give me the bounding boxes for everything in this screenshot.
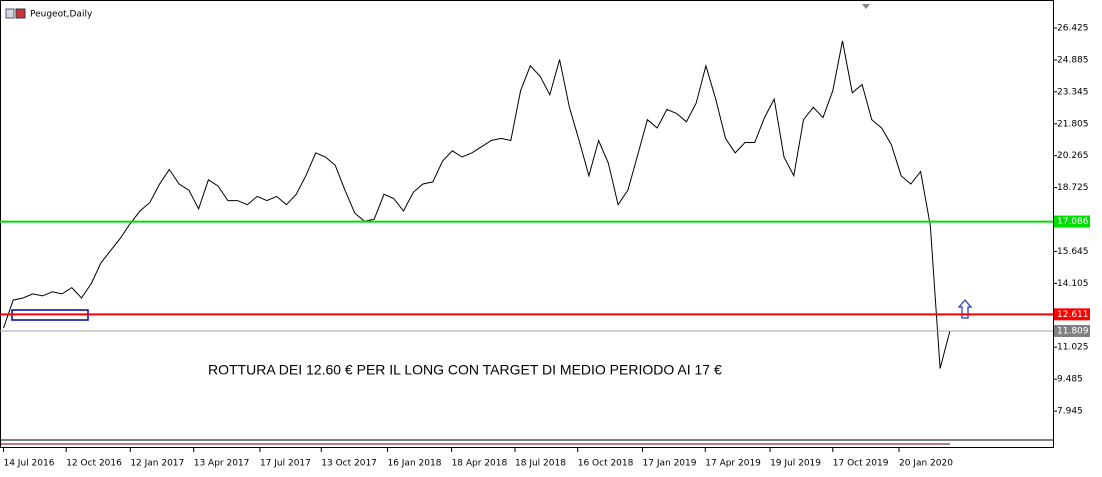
y-tick-label: 11.025 (1057, 343, 1089, 353)
x-tick-label: 13 Oct 2017 (321, 459, 377, 469)
x-tick-label: 18 Jul 2018 (515, 459, 566, 469)
y-tick-label: 9.485 (1057, 375, 1083, 385)
x-tick-label: 12 Oct 2016 (66, 459, 122, 469)
x-tick-label: 20 Jan 2020 (899, 459, 953, 469)
price-line (3, 40, 951, 369)
x-tick-label: 18 Apr 2018 (452, 459, 508, 469)
level-label-box (1054, 215, 1090, 228)
level-label-box (1054, 308, 1090, 321)
chart-title: Peugeot,Daily (30, 10, 93, 20)
x-tick-label: 14 Jul 2016 (3, 459, 54, 469)
title-icon (5, 8, 15, 19)
x-tick-label: 19 Jul 2019 (770, 459, 821, 469)
y-tick-label: 18.725 (1057, 183, 1089, 193)
y-tick-label: 20.265 (1057, 151, 1089, 161)
y-tick-label: 15.645 (1057, 247, 1089, 257)
level-label: 11.809 (1057, 326, 1089, 336)
x-tick-label: 17 Apr 2019 (705, 459, 761, 469)
x-tick-label: 13 Apr 2017 (194, 459, 250, 469)
y-tick-label: 24.885 (1057, 55, 1089, 65)
annotation: ROTTURA DEI 12.60 € PER IL LONG CON TARG… (208, 362, 722, 378)
x-tick-label: 16 Jan 2018 (387, 459, 441, 469)
x-tick-label: 17 Jul 2017 (260, 459, 311, 469)
plot-frame (0, 0, 1054, 448)
y-tick-label: 21.805 (1057, 119, 1089, 129)
y-tick-label: 14.105 (1057, 279, 1089, 289)
shift-marker (862, 4, 870, 9)
y-tick-label: 26.425 (1057, 23, 1089, 33)
y-tick-label: 7.945 (1057, 407, 1083, 417)
x-tick-label: 12 Jan 2017 (130, 459, 184, 469)
x-tick-label: 17 Oct 2019 (833, 459, 889, 469)
level-label: 17.086 (1057, 217, 1089, 227)
level-label-box (1054, 324, 1090, 337)
y-tick-label: 23.345 (1057, 87, 1089, 97)
level-label: 12.611 (1057, 310, 1089, 320)
title-icon (15, 8, 26, 19)
x-tick-label: 17 Jan 2019 (643, 459, 697, 469)
x-tick-label: 16 Oct 2018 (578, 459, 634, 469)
